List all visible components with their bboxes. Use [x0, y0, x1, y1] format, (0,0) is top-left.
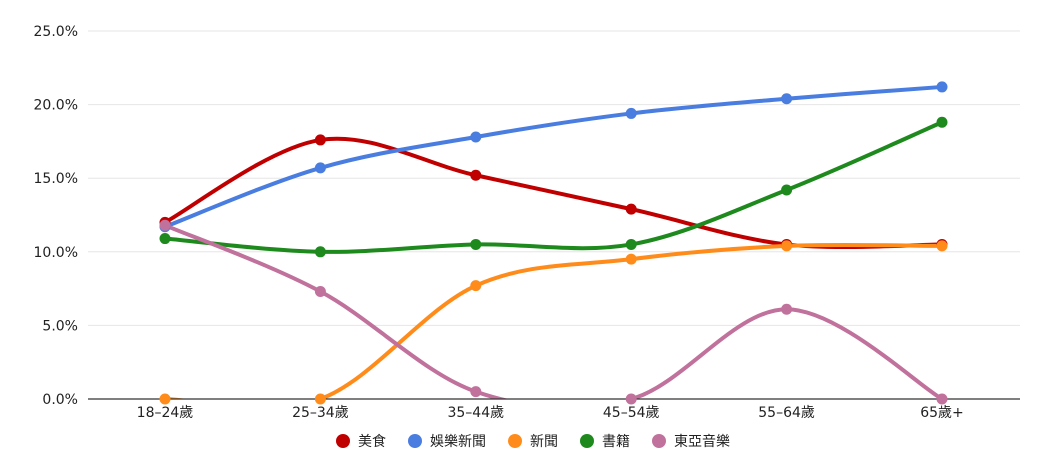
y-tick-label: 25.0% — [34, 24, 78, 40]
data-point — [781, 240, 793, 252]
legend-item: 書籍 — [580, 433, 630, 450]
legend: 美食 娛樂新聞 新聞 書籍 東亞音樂 — [336, 433, 730, 450]
legend-item: 新聞 — [508, 434, 558, 450]
gridlines — [88, 30, 1020, 326]
x-tick-label: 55–64歲 — [758, 405, 815, 421]
series-line — [163, 84, 944, 229]
legend-swatch — [336, 434, 350, 448]
series-line — [163, 136, 944, 250]
series-lines — [163, 84, 944, 399]
data-point — [159, 393, 171, 405]
data-point — [470, 386, 482, 398]
data-point — [159, 219, 171, 231]
data-point — [625, 393, 637, 405]
x-tick-label: 18–24歲 — [137, 405, 194, 421]
data-point — [470, 280, 482, 292]
data-point — [314, 134, 326, 146]
series-line — [163, 120, 944, 254]
data-point — [625, 238, 637, 250]
data-point — [781, 303, 793, 315]
data-point — [470, 131, 482, 143]
legend-swatch — [580, 434, 594, 448]
x-tick-label: 45–54歲 — [603, 405, 660, 421]
series-line — [163, 242, 944, 399]
data-point — [781, 184, 793, 196]
data-point — [470, 169, 482, 181]
legend-label: 東亞音樂 — [674, 433, 730, 450]
legend-label: 娛樂新聞 — [430, 433, 486, 450]
x-axis-ticks: 18–24歲 25–34歲 35–44歲 45–54歲 55–64歲 65歲+ — [137, 405, 964, 421]
legend-label: 新聞 — [530, 434, 558, 450]
data-point — [470, 238, 482, 250]
legend-swatch — [408, 434, 422, 448]
x-tick-label: 35–44歲 — [447, 405, 504, 421]
legend-item: 娛樂新聞 — [408, 433, 486, 450]
legend-item: 美食 — [336, 433, 386, 450]
data-point — [936, 116, 948, 128]
data-point — [781, 93, 793, 105]
data-point — [314, 246, 326, 258]
series-line — [163, 223, 944, 399]
x-tick-label: 65歲+ — [920, 405, 964, 421]
y-tick-label: 20.0% — [34, 98, 78, 114]
data-point — [159, 233, 171, 245]
y-tick-label: 10.0% — [34, 245, 78, 261]
y-axis-ticks: 0.0% 5.0% 10.0% 15.0% 20.0% 25.0% — [34, 24, 78, 408]
y-tick-label: 5.0% — [42, 318, 78, 334]
data-point — [936, 240, 948, 252]
data-point — [625, 253, 637, 265]
x-tick-label: 25–34歲 — [292, 405, 349, 421]
y-tick-label: 15.0% — [34, 171, 78, 187]
data-point — [936, 393, 948, 405]
data-point — [314, 393, 326, 405]
data-point — [625, 107, 637, 119]
data-point — [936, 81, 948, 93]
legend-swatch — [652, 434, 666, 448]
data-point — [625, 203, 637, 215]
legend-label: 書籍 — [602, 433, 630, 450]
series-points — [159, 81, 948, 405]
legend-item: 東亞音樂 — [652, 433, 730, 450]
data-point — [314, 286, 326, 298]
legend-swatch — [508, 434, 522, 448]
legend-label: 美食 — [358, 433, 386, 450]
data-point — [314, 162, 326, 174]
y-tick-label: 0.0% — [42, 392, 78, 408]
